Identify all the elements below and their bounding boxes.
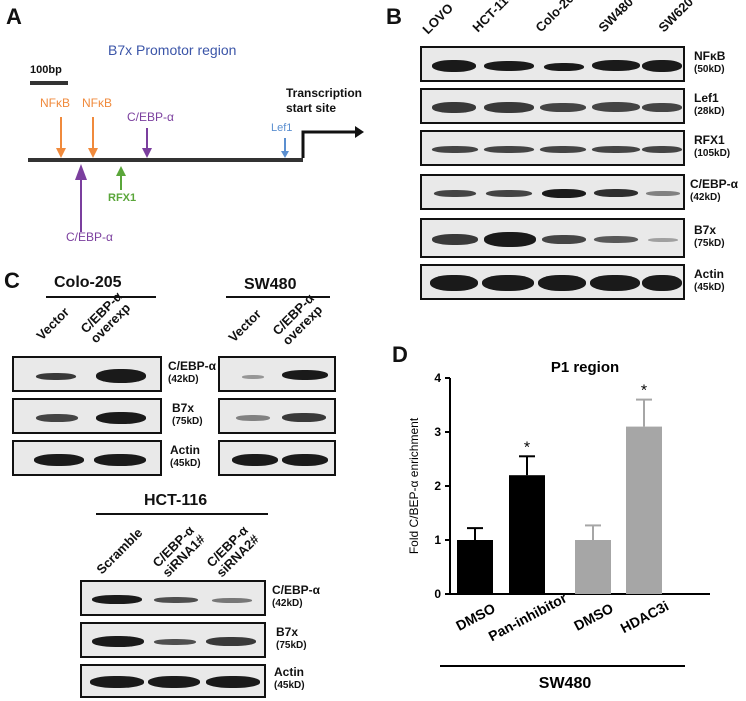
lane-label: Vector xyxy=(33,304,73,343)
lef1-arrow xyxy=(281,151,289,158)
lane-label: C/EBP-α siRNA2# xyxy=(203,522,262,580)
x-tick-label: DMSO xyxy=(571,600,616,634)
panel-c-label: C xyxy=(4,268,20,293)
sw480-blot-cebp xyxy=(218,356,336,392)
significance-mark: * xyxy=(641,383,647,400)
colo-title: Colo-205 xyxy=(54,274,122,291)
marker-label: C/EBP-α (42kD) xyxy=(690,177,739,204)
group-label: SW480 xyxy=(539,675,592,692)
hct-divider xyxy=(96,513,268,515)
marker-label: B7x (75kD) xyxy=(172,401,203,428)
tss-label: Transcription start site xyxy=(286,86,363,115)
nfkb1-arrow xyxy=(56,148,66,158)
bar xyxy=(626,426,662,594)
lane-label: Vector xyxy=(225,306,265,345)
cebp-bottom-arrow xyxy=(75,164,87,180)
cebp-bottom-label: C/EBP-α xyxy=(66,230,113,244)
promoter-line xyxy=(28,158,303,162)
bar xyxy=(509,475,545,594)
marker-label: C/EBP-α (42kD) xyxy=(272,583,321,610)
colo-divider xyxy=(46,296,156,298)
panel-d-label: D xyxy=(392,342,408,367)
blot-cebp xyxy=(420,174,685,210)
y-tick-label: 2 xyxy=(434,479,441,493)
marker-label: Actin (45kD) xyxy=(274,665,305,692)
blot-lef1 xyxy=(420,88,685,124)
marker-label: Actin (45kD) xyxy=(170,443,201,470)
significance-mark: * xyxy=(524,439,530,456)
hct-title: HCT-116 xyxy=(144,492,208,509)
blot-b7x xyxy=(420,218,685,258)
cebp-top-arrow xyxy=(142,148,152,158)
y-tick-label: 3 xyxy=(434,425,441,439)
colo-blot-actin xyxy=(12,440,162,476)
lane-label: Colo-205 xyxy=(532,0,582,35)
colo-blot-cebp xyxy=(12,356,162,392)
enrichment-chart: P1 region 0 1 2 3 4 Fold C/BEP-α enrichment DMS… xyxy=(407,359,710,692)
sw480-divider xyxy=(226,296,330,298)
lef1-label: Lef1 xyxy=(271,122,293,134)
y-tick-label: 1 xyxy=(434,533,441,547)
x-tick-label: Pan-inhibitor xyxy=(486,589,570,644)
lane-label: SW480 xyxy=(595,0,637,35)
y-tick-label: 0 xyxy=(434,587,441,601)
bar xyxy=(457,540,493,594)
blot-rfx1 xyxy=(420,130,685,166)
hct-blot-cebp xyxy=(80,580,266,616)
panel-a-label: A xyxy=(6,4,22,29)
hct-blot-b7x xyxy=(80,622,266,658)
tss-arrow xyxy=(301,130,355,158)
sw480-title: SW480 xyxy=(244,276,297,293)
lane-label: C/EBP-α overexp xyxy=(269,290,326,348)
chart-title: P1 region xyxy=(551,359,619,376)
nfkb2-label: NFκB xyxy=(82,96,112,110)
colo-blot-b7x xyxy=(12,398,162,434)
y-axis-label: Fold C/BEP-α enrichment xyxy=(407,417,421,554)
nfkb2-arrow xyxy=(88,148,98,158)
rfx1-label: RFX1 xyxy=(108,192,137,204)
marker-label: Lef1 (28kD) xyxy=(694,91,725,118)
lane-label: HCT-116 xyxy=(469,0,517,35)
marker-label: RFX1 (105kD) xyxy=(694,133,731,160)
blot-nfkb xyxy=(420,46,685,82)
marker-label: B7x (75kD) xyxy=(694,223,725,250)
marker-label: Actin (45kD) xyxy=(694,267,725,294)
sw480-blot-actin xyxy=(218,440,336,476)
promoter-diagram xyxy=(28,81,364,232)
sw480-blot-b7x xyxy=(218,398,336,434)
hct-blot-actin xyxy=(80,664,266,698)
scale-label: 100bp xyxy=(30,64,62,76)
lane-label: LOVO xyxy=(419,0,457,38)
lane-label: Scramble xyxy=(93,524,146,577)
nfkb1-label: NFκB xyxy=(40,96,70,110)
lane-label: SW620 xyxy=(655,0,697,35)
blot-actin xyxy=(420,264,685,300)
rfx1-arrow xyxy=(116,166,126,176)
scale-bar xyxy=(30,81,68,85)
bar xyxy=(575,540,611,594)
cebp-top-label: C/EBP-α xyxy=(127,110,174,124)
promoter-title: B7x Promotor region xyxy=(108,42,237,58)
x-tick-label: HDAC3i xyxy=(618,598,672,637)
marker-label: NFκB (50kD) xyxy=(694,49,726,76)
lane-label: C/EBP-α siRNA1# xyxy=(149,522,208,580)
y-tick-label: 4 xyxy=(434,371,441,385)
panel-b-label: B xyxy=(386,4,402,29)
marker-label: B7x (75kD) xyxy=(276,625,307,652)
marker-label: C/EBP-α (42kD) xyxy=(168,359,217,386)
